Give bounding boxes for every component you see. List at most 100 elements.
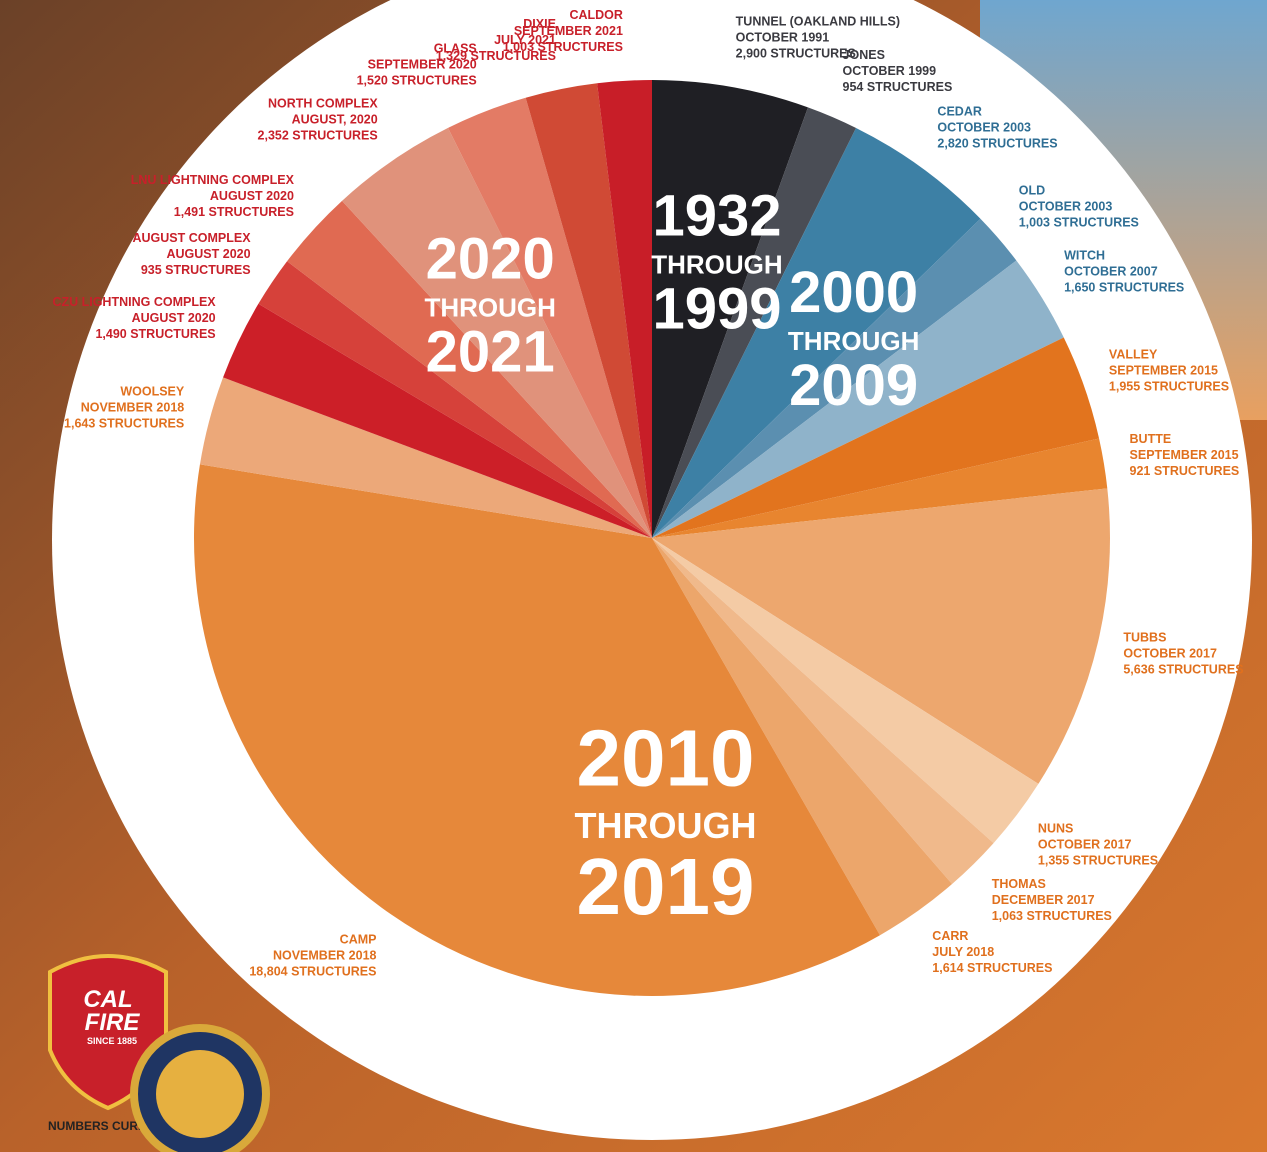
slice-name: TUNNEL (OAKLAND HILLS) (736, 15, 900, 29)
slice-value-label: 1,643 STRUCTURES (64, 417, 184, 431)
slice (342, 127, 652, 538)
slice-value-label: 1,491 STRUCTURES (174, 205, 294, 219)
era-word: THROUGH (651, 249, 782, 279)
slice-value-label: 954 STRUCTURES (843, 80, 953, 94)
slice-name: WOOLSEY (120, 385, 185, 399)
seal-center (156, 1050, 244, 1138)
era-word: THROUGH (424, 292, 555, 322)
slice (199, 377, 652, 538)
slice-date: OCTOBER 1991 (736, 31, 830, 45)
labels: TUNNEL (OAKLAND HILLS) OCTOBER 1991 2,900 … (52, 8, 1243, 979)
slice-value-label: 1,003 STRUCTURES (503, 40, 623, 54)
slice-value-label: 2,820 STRUCTURES (937, 137, 1057, 151)
slice-name: NUNS (1038, 822, 1073, 836)
slice-value-label: 1,614 STRUCTURES (932, 961, 1052, 975)
era-end: 2021 (426, 319, 555, 384)
slice-date: OCTOBER 2007 (1064, 265, 1158, 279)
slice-date: DECEMBER 2017 (992, 893, 1095, 907)
slice (652, 337, 1100, 538)
slice-value-label: 1,003 STRUCTURES (1019, 215, 1139, 229)
slice (652, 538, 994, 885)
slice-date: OCTOBER 1999 (843, 64, 937, 78)
slice-value-label: 2,352 STRUCTURES (258, 128, 378, 142)
era-start: 1932 (652, 183, 781, 248)
era-end: 2019 (577, 842, 755, 931)
slice-value-label: 1,955 STRUCTURES (1109, 379, 1229, 393)
slice-value-label: 1,520 STRUCTURES (357, 73, 477, 87)
slice-value-label: 1,490 STRUCTURES (95, 327, 215, 341)
slice (258, 261, 652, 538)
slice (652, 218, 1017, 538)
slice-value-label: 1,650 STRUCTURES (1064, 281, 1184, 295)
slice-value-label: 18,804 STRUCTURES (249, 965, 376, 979)
slice (652, 538, 1039, 844)
slice-date: NOVEMBER 2018 (81, 401, 185, 415)
slice-value-label: 1,329 STRUCTURES (436, 49, 556, 63)
slice (597, 80, 652, 538)
slice (448, 97, 652, 538)
slice-date: SEPTEMBER 2020 (368, 57, 477, 71)
slice-date: AUGUST 2020 (210, 189, 294, 203)
slice-date: OCTOBER 2003 (1019, 199, 1113, 213)
slice-name: CARR (932, 929, 968, 943)
era-start: 2020 (426, 227, 555, 292)
slice-date: AUGUST 2020 (132, 311, 216, 325)
slice-name: CALDOR (569, 8, 622, 22)
slice-name: CAMP (340, 933, 377, 947)
era-start: 2000 (789, 260, 918, 325)
slice (193, 464, 880, 996)
slice (652, 488, 1110, 784)
slice-value-label: 1,063 STRUCTURES (992, 909, 1112, 923)
pie (193, 80, 1110, 996)
slice-date: SEPTEMBER 2015 (1130, 448, 1239, 462)
slice-date: JULY 2018 (932, 945, 994, 959)
slice-name: OLD (1019, 183, 1045, 197)
slice (223, 303, 652, 538)
slice-name: TUBBS (1123, 630, 1166, 644)
era-end: 2009 (789, 353, 918, 418)
slice-name: NORTH COMPLEX (268, 96, 378, 110)
slice-date: SEPTEMBER 2021 (514, 24, 623, 38)
slice-value-label: 1,355 STRUCTURES (1038, 854, 1158, 868)
slice-value-label: 935 STRUCTURES (141, 263, 251, 277)
slice-name: VALLEY (1109, 347, 1158, 361)
slice-name: WITCH (1064, 249, 1105, 263)
era-start: 2010 (577, 714, 755, 803)
slice-name: AUGUST COMPLEX (133, 231, 252, 245)
footnote: NUMBERS CURR (48, 1119, 147, 1133)
slice-date: AUGUST, 2020 (292, 112, 378, 126)
cal-fire-logo: CAL FIRE SINCE 1885 (48, 954, 270, 1152)
slice-name: LNU LIGHTNING COMPLEX (131, 173, 295, 187)
slice-date: OCTOBER 2017 (1038, 838, 1132, 852)
slice-value-label: 921 STRUCTURES (1130, 464, 1240, 478)
slice-name: GLASS (434, 41, 477, 55)
slice (652, 438, 1108, 538)
logo-text: CAL (83, 986, 132, 1013)
slice-name: DIXIE (523, 17, 556, 31)
era-word: THROUGH (788, 326, 919, 356)
logo-since: SINCE 1885 (87, 1036, 137, 1046)
slice (287, 200, 652, 538)
slice (652, 107, 857, 539)
slice (652, 538, 953, 936)
slice-value-label: 2,900 STRUCTURES (736, 47, 856, 61)
logo-text: FIRE (85, 1009, 141, 1036)
slice-value-label: 5,636 STRUCTURES (1123, 662, 1243, 676)
slice-name: JONES (843, 48, 885, 62)
slice (652, 260, 1064, 538)
slice (652, 127, 981, 538)
slice-date: AUGUST 2020 (167, 247, 251, 261)
slice-name: CEDAR (937, 105, 981, 119)
slice-date: OCTOBER 2003 (937, 121, 1031, 135)
slice-date: OCTOBER 2017 (1123, 646, 1217, 660)
slice (652, 80, 808, 538)
era-word: THROUGH (574, 805, 756, 846)
slice (525, 83, 652, 538)
era-end: 1999 (652, 276, 781, 341)
slice-date: JULY 2021 (494, 33, 556, 47)
slice-name: CZU LIGHTNING COMPLEX (52, 295, 216, 309)
slice-date: NOVEMBER 2018 (273, 949, 377, 963)
slice-date: SEPTEMBER 2015 (1109, 363, 1218, 377)
